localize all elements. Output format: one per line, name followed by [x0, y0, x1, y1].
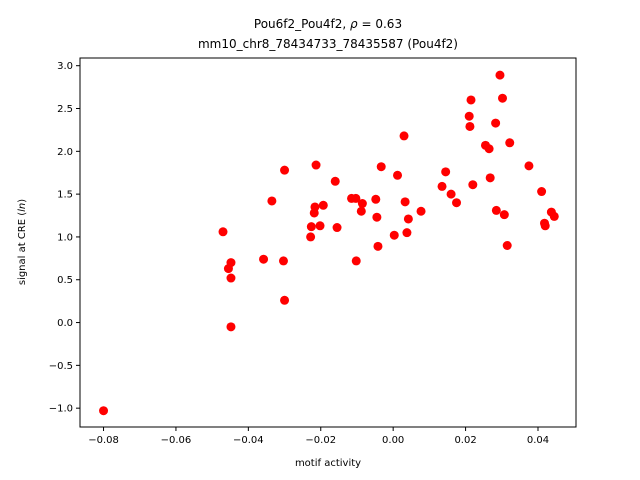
data-point [502, 240, 512, 250]
x-tick-label: 0.02 [454, 435, 476, 446]
x-axis-ticks: −0.08 −0.06 −0.04 −0.02 0.00 0.02 0.04 [88, 427, 549, 446]
data-point [402, 228, 412, 238]
data-point [389, 230, 399, 240]
data-point [400, 197, 410, 207]
data-point [399, 131, 409, 141]
chart-title: Pou6f2_Pou4f2, ρ = 0.63 [254, 17, 402, 31]
data-point [373, 241, 383, 251]
data-point [524, 161, 534, 171]
y-tick-label: 2.0 [57, 147, 73, 158]
data-points [99, 70, 559, 416]
data-point [484, 144, 494, 154]
data-point [452, 198, 462, 208]
y-tick-label: 3.0 [57, 61, 73, 72]
x-tick-label: −0.02 [305, 435, 336, 446]
x-tick-label: 0.00 [382, 435, 404, 446]
data-point [446, 189, 456, 199]
data-point [499, 210, 509, 220]
chart-subtitle: mm10_chr8_78434733_78435587 (Pou4f2) [198, 37, 458, 51]
data-point [371, 194, 381, 204]
data-point [372, 212, 382, 222]
x-tick-label: −0.04 [233, 435, 264, 446]
data-point [485, 173, 495, 183]
data-point [315, 221, 325, 231]
data-point [464, 111, 474, 121]
data-point [540, 221, 550, 231]
y-tick-label: −1.0 [49, 404, 73, 415]
data-point [466, 95, 476, 105]
x-tick-label: −0.06 [161, 435, 192, 446]
y-tick-label: 1.0 [57, 232, 73, 243]
data-point [332, 223, 342, 233]
y-tick-label: 0.0 [57, 318, 73, 329]
data-point [437, 181, 447, 191]
y-tick-label: 0.5 [57, 275, 73, 286]
data-point [267, 196, 277, 206]
rho-symbol: ρ [350, 17, 358, 31]
data-point [491, 118, 501, 128]
data-point [491, 205, 501, 215]
data-point [226, 322, 236, 332]
y-axis-label-italic: ln [17, 203, 28, 212]
data-point [498, 93, 508, 103]
data-point [280, 165, 290, 175]
data-point [218, 227, 228, 237]
data-point [465, 121, 475, 131]
data-point [537, 187, 547, 197]
data-point [280, 295, 290, 305]
data-point [330, 176, 340, 186]
data-point [226, 273, 236, 283]
data-point [549, 211, 559, 221]
data-point [495, 70, 505, 80]
data-point [393, 170, 403, 180]
y-axis-ticks: −1.0 −0.5 0.0 0.5 1.0 1.5 2.0 2.5 3.0 [49, 61, 80, 415]
y-tick-label: 1.5 [57, 190, 73, 201]
data-point [505, 138, 515, 148]
data-point [356, 206, 366, 216]
data-point [310, 202, 320, 212]
data-point [306, 222, 316, 232]
plot-area-frame [79, 57, 577, 428]
data-point [306, 232, 316, 242]
data-point [318, 200, 328, 210]
data-point [278, 256, 288, 266]
data-point [351, 193, 361, 203]
data-point [376, 162, 386, 172]
data-point [416, 206, 426, 216]
x-tick-label: 0.04 [527, 435, 549, 446]
data-point [259, 254, 269, 264]
data-point [311, 160, 321, 170]
data-point [99, 406, 109, 416]
data-point [357, 199, 367, 209]
y-axis-label: signal at CRE (ln) [17, 199, 28, 285]
data-point [468, 180, 478, 190]
y-tick-label: 2.5 [57, 104, 73, 115]
x-tick-label: −0.08 [88, 435, 119, 446]
x-axis-label: motif activity [295, 458, 361, 469]
y-tick-label: −0.5 [49, 361, 73, 372]
data-point [441, 167, 451, 177]
data-point [226, 258, 236, 268]
data-point [351, 256, 361, 266]
data-point [403, 214, 413, 224]
